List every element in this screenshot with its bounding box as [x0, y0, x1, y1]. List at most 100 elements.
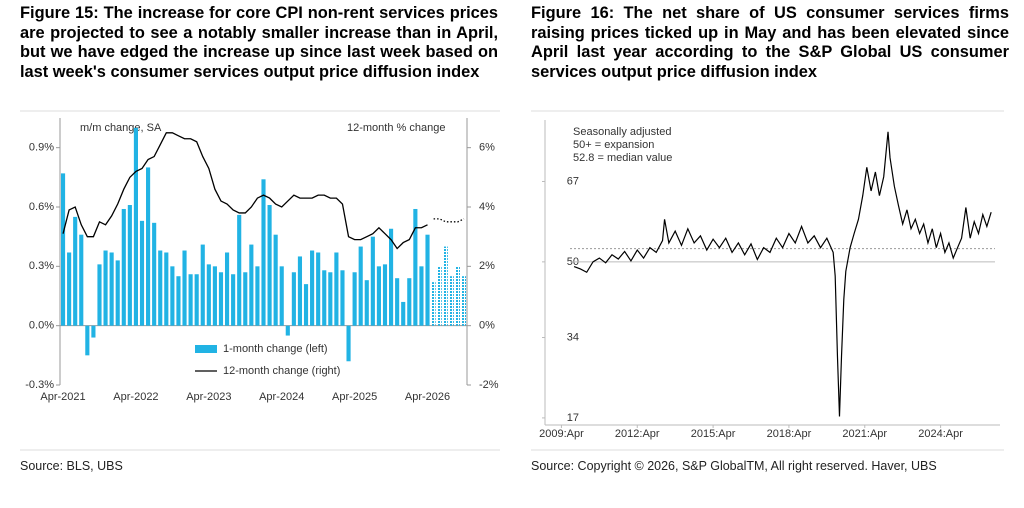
annotation: 52.8 = median value: [573, 152, 672, 164]
bar: [449, 276, 454, 326]
y2-axis-label: 12-month % change: [347, 122, 445, 134]
bar: [224, 252, 230, 326]
bar: [237, 214, 242, 326]
bar: [303, 284, 309, 326]
bar: [322, 270, 327, 326]
bar: [310, 250, 315, 326]
y-tick-label: -0.3%: [25, 379, 54, 391]
bar: [67, 252, 72, 326]
y-tick-label: 0.6%: [29, 201, 54, 213]
bar: [401, 301, 406, 326]
line: [433, 218, 465, 223]
bar: [255, 266, 260, 326]
bar: [73, 216, 78, 326]
y-tick-label: 0.9%: [29, 142, 54, 154]
legend-swatch: [195, 345, 217, 353]
bar: [97, 264, 102, 326]
x-tick-label: Apr-2024: [259, 391, 304, 403]
y-tick-label: 0.3%: [29, 260, 54, 272]
bar: [133, 127, 138, 326]
y2-tick-label: 6%: [479, 142, 495, 154]
bar: [176, 276, 181, 326]
line: [573, 131, 992, 417]
bar: [455, 266, 460, 326]
bar: [267, 205, 272, 326]
legend-label: 1-month change (left): [223, 343, 328, 355]
chart-title: Figure 16: The net share of US consumer …: [531, 4, 1009, 81]
bar: [152, 222, 157, 326]
bar: [60, 173, 66, 326]
bar: [340, 270, 345, 326]
legend-label: 12-month change (right): [223, 365, 340, 377]
bar: [291, 272, 296, 326]
bar: [139, 220, 145, 326]
bar: [279, 266, 284, 326]
annotation: 50+ = expansion: [573, 139, 654, 151]
bar: [170, 266, 175, 326]
bar: [206, 264, 211, 326]
x-tick-label: Apr-2025: [332, 391, 377, 403]
bar: [382, 264, 388, 326]
bar: [115, 260, 120, 326]
bar: [273, 234, 278, 326]
bar: [431, 282, 436, 326]
bar: [334, 252, 339, 326]
chart-title: Figure 15: The increase for core CPI non…: [20, 4, 498, 81]
x-tick-label: 2024:Apr: [918, 428, 963, 440]
bar: [79, 234, 84, 326]
bar: [389, 228, 394, 326]
bar: [285, 325, 290, 336]
bar: [127, 205, 132, 326]
bar: [443, 246, 448, 326]
source: Source: Copyright © 2026, S&P GlobalTM, …: [531, 459, 937, 473]
bar: [407, 278, 412, 326]
x-tick-label: 2012:Apr: [615, 428, 660, 440]
bar: [231, 274, 236, 326]
bar: [328, 272, 333, 326]
bar: [419, 266, 424, 326]
bar: [146, 167, 151, 326]
annotation: Seasonally adjusted: [573, 126, 671, 138]
bar: [346, 325, 351, 362]
bar: [188, 274, 193, 326]
bar: [261, 179, 266, 326]
y-tick-label: 17: [567, 412, 579, 424]
bar: [158, 250, 163, 326]
bar: [194, 274, 199, 326]
x-tick-label: 2018:Apr: [767, 428, 812, 440]
x-tick-label: 2021:Apr: [842, 428, 887, 440]
y2-tick-label: 0%: [479, 320, 495, 332]
bar: [316, 252, 321, 326]
x-tick-label: 2009:Apr: [539, 428, 584, 440]
x-tick-label: 2015:Apr: [691, 428, 736, 440]
y-tick-label: 34: [567, 331, 579, 343]
bar: [437, 266, 442, 326]
bar: [352, 272, 357, 326]
bar: [413, 208, 418, 326]
y2-tick-label: 2%: [479, 260, 495, 272]
bar: [109, 252, 114, 326]
bar: [200, 244, 205, 326]
y2-tick-label: -2%: [479, 379, 499, 391]
x-tick-label: Apr-2022: [113, 391, 158, 403]
bar: [243, 272, 248, 326]
bar: [425, 234, 430, 326]
bar: [91, 325, 96, 338]
y-axis-label: m/m change, SA: [80, 122, 162, 134]
bar: [461, 276, 467, 326]
bar: [395, 278, 400, 326]
x-tick-label: Apr-2023: [186, 391, 231, 403]
bar: [358, 246, 363, 326]
bar: [182, 250, 187, 326]
bar: [376, 266, 381, 326]
bar: [249, 244, 254, 326]
line: [62, 132, 428, 250]
x-tick-label: Apr-2021: [40, 391, 85, 403]
bar: [364, 280, 369, 326]
bar: [85, 325, 90, 356]
y2-tick-label: 4%: [479, 201, 495, 213]
bar: [103, 250, 108, 326]
bar: [218, 272, 224, 326]
